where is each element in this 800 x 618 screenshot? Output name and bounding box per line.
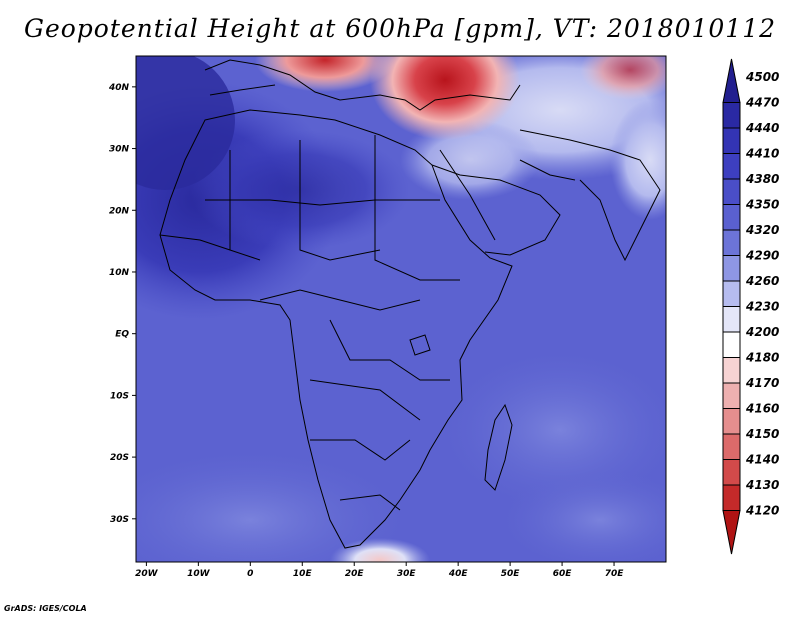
colorbar-swatch [722,127,741,154]
colorbar: 4500 4470 4440 4410 4380 4350 4320 4290 4260 4230… [722,58,779,555]
colorbar-label: 4410 [745,147,779,161]
longitude-axis: 20W 10W 0 10E 20E 30E 40E 50E 60E 70E [135,562,624,579]
colorbar-label: 4230 [745,300,779,314]
colorbar-swatch [722,510,741,555]
colorbar-swatch [722,58,741,103]
lat-tick-label: 40N [108,83,130,93]
colorbar-label: 4200 [745,325,779,339]
colorbar-label: 4470 [745,96,779,110]
height-field [136,56,666,562]
colorbar-swatch [722,306,741,333]
colorbar-swatch [722,229,741,256]
lat-tick-label: 10S [110,391,129,401]
lon-tick-label: 10W [187,569,211,579]
colorbar-label: 4260 [745,274,779,288]
colorbar-label: 4150 [745,427,779,441]
colorbar-swatch [722,433,741,460]
colorbar-label: 4350 [745,198,779,212]
lon-tick-label: 30E [397,569,417,579]
colorbar-swatch [722,280,741,307]
chart-title: Geopotential Height at 600hPa [gpm], VT:… [23,14,777,43]
colorbar-swatch [722,331,741,358]
colorbar-label: 4120 [745,504,779,518]
colorbar-label: 4160 [745,402,779,416]
colorbar-swatch [722,459,741,486]
colorbar-swatch [722,484,741,511]
colorbar-swatch [722,255,741,282]
lon-tick-label: 10E [293,569,313,579]
lat-tick-label: 30S [110,515,129,525]
lon-tick-label: 70E [605,569,625,579]
colorbar-swatch [722,178,741,205]
colorbar-label: 4320 [745,223,779,237]
colorbar-label: 4290 [745,249,779,263]
colorbar-label: 4380 [745,172,779,186]
footer-credit: GrADS: IGES/COLA [4,604,87,613]
colorbar-label: 4500 [745,70,779,84]
lon-tick-label: 0 [247,569,253,579]
colorbar-label: 4440 [745,121,779,135]
coastlines [159,59,661,549]
colorbar-swatch [722,204,741,231]
lon-tick-label: 20W [135,569,159,579]
colorbar-label: 4170 [745,376,779,390]
lon-tick-label: 50E [501,569,521,579]
lat-tick-label: 20S [110,453,129,463]
colorbar-swatch [722,102,741,129]
map-frame [135,55,667,563]
colorbar-swatch [722,357,741,384]
colorbar-swatch [722,153,741,180]
latitude-axis: 40N 30N 20N 10N EQ 10S 20S 30S [108,83,136,525]
colorbar-label: 4130 [745,478,779,492]
lat-tick-label: 30N [109,145,130,155]
colorbar-label: 4180 [745,351,779,365]
lat-tick-label: 10N [109,268,130,278]
colorbar-swatch [722,382,741,409]
lon-tick-label: 40E [448,569,469,579]
lat-tick-label: 20N [109,206,130,216]
lon-tick-label: 60E [553,569,573,579]
lon-tick-label: 20E [345,569,365,579]
lat-tick-label: EQ [115,330,129,340]
colorbar-label: 4140 [745,453,779,467]
colorbar-swatch [722,408,741,435]
